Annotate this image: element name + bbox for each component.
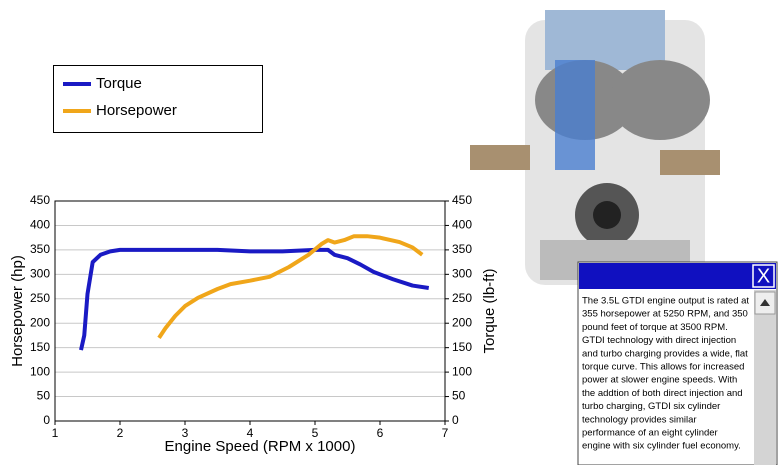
x-tick-label: 3 [182,426,189,440]
y2-tick-label: 150 [452,340,472,354]
engine-illustration [470,10,720,285]
y2-axis-label: Torque (lb-ft) [481,268,498,353]
y-tick-label: 50 [37,389,51,403]
x-tick-label: 4 [247,426,254,440]
popup-text: the addtion of both direct injection and [582,388,743,399]
y-tick-label: 350 [30,242,50,256]
popup-text: 355 horsepower at 5250 RPM, and 350 [582,309,748,320]
legend-label: Torque [96,75,142,92]
y-tick-label: 300 [30,267,50,281]
y-tick-label: 0 [43,413,50,427]
y2-tick-label: 300 [452,267,472,281]
popup-text: engine with six cylinder fuel economy. [582,441,741,452]
x-axis-label: Engine Speed (RPM x 1000) [165,438,356,455]
y2-tick-label: 400 [452,218,472,232]
y2-tick-label: 0 [452,413,459,427]
y-tick-label: 450 [30,193,50,207]
popup-header [579,263,776,289]
popup-text: power at slower engine speeds. With [582,375,737,386]
x-tick-label: 6 [377,426,384,440]
popup-text: technology provides similar [582,414,697,425]
popup-text: performance of an eight cylinder [582,428,718,439]
legend: Torque Horsepower [53,65,263,133]
y-tick-label: 250 [30,291,50,305]
y-tick-label: 150 [30,340,50,354]
series-line [157,234,424,339]
y2-tick-label: 50 [452,389,466,403]
x-tick-label: 1 [52,426,59,440]
popup-text: torque curve. This allows for increased [582,362,744,373]
y-tick-label: 200 [30,315,50,329]
popup: X The 3.5L GTDI engine output is rated a… [577,261,778,465]
x-tick-label: 7 [442,426,449,440]
popup-text: GTDI technology with direct injection [582,335,736,346]
y2-tick-label: 250 [452,291,472,305]
series-line [79,247,430,351]
y2-tick-label: 450 [452,193,472,207]
x-tick-label: 2 [117,426,124,440]
popup-text: and turbo charging provides a wide, flat [582,348,748,359]
y-axis-label: Horsepower (hp) [9,255,26,367]
y2-tick-label: 100 [452,364,472,378]
popup-text: turbo charging, GTDI six cylinder [582,401,720,412]
plot-frame [54,200,446,422]
y-tick-label: 100 [30,364,50,378]
close-button[interactable] [752,264,775,288]
scrollbar[interactable] [754,290,776,465]
close-label[interactable]: X [757,265,770,287]
y2-tick-label: 350 [452,242,472,256]
y-tick-label: 400 [30,218,50,232]
popup-text: pound feet of torque at 3500 RPM. [582,322,728,333]
y2-tick-label: 200 [452,315,472,329]
popup-text: The 3.5L GTDI engine output is rated at [582,296,749,307]
x-tick-label: 5 [312,426,319,440]
legend-label: Horsepower [96,102,177,119]
